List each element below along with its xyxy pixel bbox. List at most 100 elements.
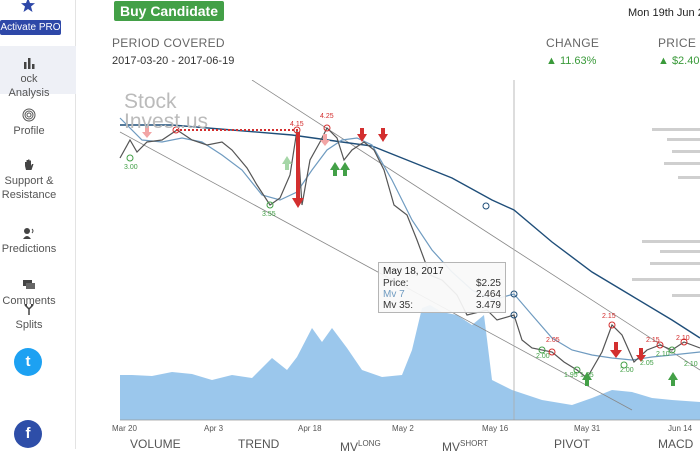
facebook-icon[interactable]: f <box>14 420 42 448</box>
hand-icon <box>25 159 34 170</box>
current-date: Mon 19th Jun 2 <box>628 7 700 19</box>
comments-icon <box>23 280 35 289</box>
price-marker <box>656 341 664 349</box>
sell-arrows <box>357 128 646 362</box>
sidebar-item-splits[interactable]: Splits <box>0 302 58 332</box>
tooltip-price-value: $2.25 <box>475 278 501 289</box>
price-marker <box>266 201 274 209</box>
price-marker <box>510 311 518 319</box>
split-arrows-icon <box>24 304 34 315</box>
sidebar-item-profile[interactable]: Profile <box>0 108 58 138</box>
tooltip-mv35-label: Mv 35: <box>383 300 414 311</box>
price-label: 2.00 <box>620 367 634 374</box>
tab-volume[interactable]: VOLUME <box>130 437 181 451</box>
bar-chart-icon <box>24 58 35 69</box>
chart-tooltip: May 18, 2017 Price: $2.25 Mv 7 2.464 Mv … <box>378 262 506 313</box>
mv-long-line <box>120 124 700 339</box>
tooltip-price-label: Price: <box>383 278 409 289</box>
period-covered-label: PERIOD COVERED <box>112 36 225 50</box>
price-marker <box>620 361 628 369</box>
x-tick-label: Jun 14 <box>668 424 693 433</box>
fingerprint-icon <box>22 108 36 122</box>
trend-channel-lower <box>119 131 633 411</box>
price-marker <box>172 126 180 134</box>
activate-pro-button[interactable]: Activate PRO <box>0 20 61 35</box>
price-marker <box>573 366 581 374</box>
change-value: ▲ 11.63% <box>546 55 597 67</box>
price-label: 1.95 <box>564 372 578 379</box>
price-label: 3.55 <box>262 211 276 218</box>
tooltip-mv7-value: 2.464 <box>475 289 501 300</box>
price-marker <box>608 321 616 329</box>
speaker-icon <box>23 228 34 239</box>
price-label: 2.10 <box>656 351 670 358</box>
price-label: 2.15 <box>646 337 660 344</box>
faded-buy-arrows <box>282 156 292 170</box>
tab-pivot[interactable]: PIVOT <box>554 437 591 451</box>
sidebar-item-label: Splits <box>15 319 43 331</box>
sidebar-item-label: Profile <box>13 125 45 137</box>
stockinvest-logo-line2: Invest.us <box>124 110 209 133</box>
tooltip-date: May 18, 2017 <box>383 266 444 277</box>
x-tick-label: Apr 3 <box>204 424 224 433</box>
sidebar-item-support-resistance[interactable]: Support & Resistance <box>0 158 58 202</box>
x-tick-label: May 2 <box>392 424 414 433</box>
x-tick-label: Apr 18 <box>298 424 322 433</box>
price-label: PRICE <box>658 36 697 50</box>
price-label: 4.15 <box>290 121 304 128</box>
price-markers <box>126 124 688 374</box>
price-marker <box>680 338 688 346</box>
price-marker <box>668 346 676 354</box>
price-marker <box>482 202 490 210</box>
price-marker <box>548 348 556 356</box>
price-label: 2.05 <box>640 360 654 367</box>
sidebar: Activate PRO ock Analysis Profile Suppor… <box>0 0 76 449</box>
price-chart[interactable]: 3.00 4.25 4.15 3.55 2.00 2.05 1.95 1.95 … <box>112 80 700 449</box>
faded-sell-arrows <box>142 126 330 146</box>
price-line <box>119 126 700 379</box>
price-label: 2.10 <box>676 335 690 342</box>
twitter-icon[interactable]: t <box>14 348 42 376</box>
tooltip-mv7-label: Mv 7 <box>383 289 405 300</box>
buy-candidate-badge[interactable]: Buy Candidate <box>114 1 224 21</box>
price-marker <box>510 290 518 298</box>
price-label: 2.00 <box>536 353 550 360</box>
x-tick-label: May 31 <box>574 424 601 433</box>
price-label: 1.95 <box>580 372 594 379</box>
tab-trend[interactable]: TREND <box>238 437 280 451</box>
price-marker <box>126 154 134 162</box>
price-value: ▲ $2.40 <box>658 55 700 67</box>
mv-short-line <box>119 117 700 361</box>
star-icon <box>21 0 35 12</box>
sidebar-item-label: Support & <box>4 175 54 187</box>
resistance-bars <box>632 128 700 297</box>
price-label: 2.10 <box>684 361 698 368</box>
sell-arrow-large <box>292 132 304 208</box>
period-covered-value: 2017-03-20 - 2017-06-19 <box>112 55 235 67</box>
tab-macd[interactable]: MACD <box>658 437 694 451</box>
tab-mv-long[interactable]: MVLONG <box>340 439 381 454</box>
price-label: 4.25 <box>320 113 334 120</box>
sidebar-item-label: ock Analysis <box>8 73 50 99</box>
indicator-tabs: VOLUME TREND MVLONG MVSHORT PIVOT MACD <box>112 437 700 453</box>
sidebar-item-label: Comments <box>2 295 56 307</box>
buy-arrows <box>330 162 678 386</box>
stockinvest-logo: Stock <box>124 90 177 113</box>
price-label: 2.05 <box>546 337 560 344</box>
sidebar-item-label: Predictions <box>1 243 57 255</box>
tab-mv-short[interactable]: MVSHORT <box>442 439 488 454</box>
volume-area <box>120 305 700 420</box>
sidebar-active-highlight <box>0 46 76 94</box>
price-label: 3.00 <box>124 164 138 171</box>
sidebar-item-predictions[interactable]: Predictions <box>0 226 58 256</box>
tooltip-mv35-value: 3.479 <box>475 300 501 311</box>
change-label: CHANGE <box>546 36 600 50</box>
price-label: 2.15 <box>602 313 616 320</box>
sidebar-item-stock-analysis[interactable]: ock Analysis <box>0 56 58 100</box>
sidebar-item-comments[interactable]: Comments <box>0 278 58 308</box>
x-tick-label: Mar 20 <box>112 424 137 433</box>
sidebar-item-label-2: Resistance <box>1 189 57 201</box>
price-marker <box>538 346 546 354</box>
price-marker <box>323 124 331 132</box>
x-tick-label: May 16 <box>482 424 509 433</box>
